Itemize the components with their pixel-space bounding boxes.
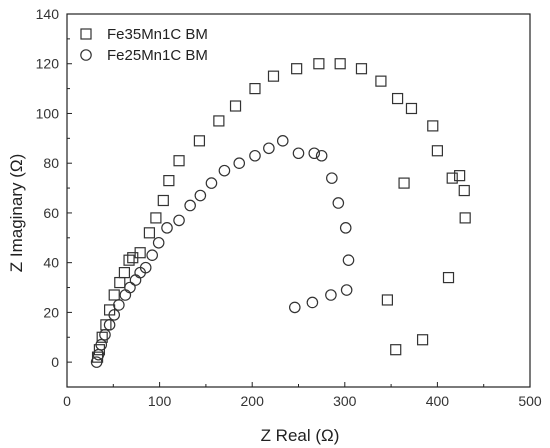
plot-layer [66, 13, 531, 388]
data-point [313, 58, 325, 70]
y-tick-label: 100 [36, 105, 60, 121]
data-point [326, 172, 338, 184]
y-tick-label: 120 [36, 56, 60, 72]
y-tick-label: 0 [51, 354, 59, 370]
data-point [205, 177, 218, 189]
legend-marker [80, 49, 92, 61]
data-point [108, 289, 120, 301]
legend-label: Fe25Mn1C BM [107, 47, 208, 64]
data-point [161, 222, 173, 234]
data-point [315, 149, 328, 162]
data-point [93, 344, 106, 356]
data-point [163, 175, 175, 187]
data-point [218, 164, 231, 177]
data-point [229, 100, 242, 112]
plot-frame [66, 13, 531, 388]
data-point [194, 189, 207, 202]
legend: Fe35Mn1C BM Fe25Mn1C BM [80, 26, 208, 64]
data-point [139, 261, 152, 274]
data-point [390, 344, 402, 356]
data-point [96, 331, 108, 343]
data-point [99, 328, 111, 341]
data-point [459, 212, 471, 224]
data-point [184, 199, 196, 212]
data-point [306, 296, 319, 309]
x-axis-title: Z Real (Ω) [261, 426, 340, 445]
data-point [152, 236, 165, 249]
x-tick-label: 200 [241, 393, 265, 409]
x-tick-label: 400 [426, 393, 450, 409]
data-point [123, 254, 135, 266]
data-point [263, 142, 275, 155]
data-point [325, 289, 337, 301]
points-layer [90, 58, 471, 368]
data-point [340, 284, 353, 296]
ticks-layer: 0 100 200 300 400 500 0 20 40 60 80 100 120 140 [36, 6, 542, 409]
data-point [90, 356, 103, 368]
data-point [427, 120, 439, 132]
data-point [291, 63, 303, 75]
data-point [288, 301, 301, 314]
series-circles [90, 135, 355, 368]
data-point [173, 214, 185, 227]
data-point [143, 227, 156, 239]
data-point [339, 222, 352, 234]
data-point [398, 177, 410, 189]
data-point [95, 338, 108, 351]
data-point [124, 281, 136, 294]
data-point [129, 274, 142, 286]
data-point [334, 58, 346, 70]
data-point [355, 63, 368, 75]
x-tick-label: 500 [518, 393, 542, 409]
y-tick-label: 60 [43, 205, 59, 221]
x-tick-label: 100 [148, 393, 172, 409]
data-point [113, 299, 125, 311]
data-point [103, 319, 116, 331]
y-tick-label: 40 [43, 255, 59, 271]
data-point [442, 271, 455, 284]
data-point [118, 267, 131, 279]
data-point [249, 149, 261, 162]
data-point [431, 145, 443, 157]
data-point [416, 334, 429, 346]
data-point [405, 102, 418, 115]
y-tick-label: 20 [43, 304, 59, 320]
data-point [233, 157, 246, 169]
data-point [213, 115, 225, 127]
data-point [134, 247, 146, 259]
data-point [150, 212, 162, 224]
data-point [108, 309, 121, 321]
data-point [342, 254, 355, 266]
x-tick-label: 0 [63, 393, 71, 409]
data-point [381, 294, 393, 306]
data-point [146, 249, 158, 262]
y-tick-label: 80 [43, 155, 59, 171]
data-point [308, 147, 321, 160]
data-point [458, 184, 470, 197]
series-squares [91, 58, 471, 363]
data-point [157, 194, 169, 207]
data-point [332, 197, 345, 209]
y-axis-title: Z Imaginary (Ω) [7, 154, 26, 273]
data-point [454, 170, 466, 182]
legend-marker [80, 28, 92, 40]
legend-label: Fe35Mn1C BM [107, 26, 208, 43]
data-point [249, 82, 261, 95]
data-point [292, 147, 305, 160]
data-point [119, 289, 132, 301]
data-point [375, 75, 387, 87]
data-point [173, 155, 185, 167]
data-point [391, 92, 404, 105]
data-point [267, 70, 280, 82]
y-tick-label: 140 [36, 6, 60, 22]
data-point [193, 135, 206, 147]
data-point [114, 276, 126, 289]
data-point [446, 172, 458, 184]
data-point [276, 135, 289, 147]
x-tick-label: 300 [333, 393, 357, 409]
